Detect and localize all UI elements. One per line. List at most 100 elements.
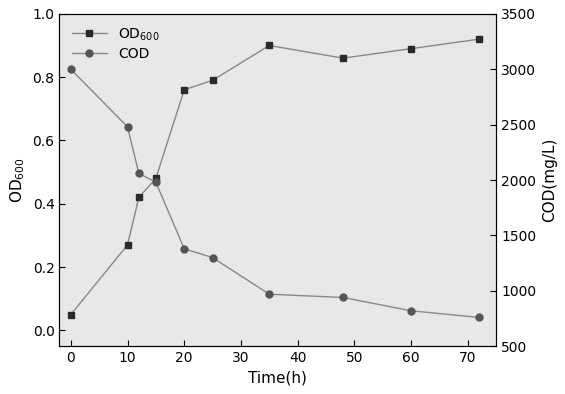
Point xyxy=(350,153,359,160)
Point xyxy=(109,42,118,48)
Point xyxy=(94,11,103,17)
Point xyxy=(265,106,274,112)
Point xyxy=(194,58,203,65)
Point xyxy=(180,90,189,96)
Point xyxy=(364,280,373,286)
Point xyxy=(307,280,316,286)
Point xyxy=(80,264,89,270)
Point xyxy=(208,121,217,128)
Point xyxy=(222,311,231,318)
Point xyxy=(350,185,359,191)
Point xyxy=(463,232,472,239)
Point xyxy=(123,169,132,175)
Point xyxy=(222,296,231,302)
Point xyxy=(435,121,444,128)
Point xyxy=(166,232,175,239)
Point xyxy=(407,90,416,96)
Point xyxy=(392,121,401,128)
Point xyxy=(407,343,416,349)
Point xyxy=(392,90,401,96)
Point xyxy=(307,153,316,160)
Point xyxy=(421,264,430,270)
Point xyxy=(392,185,401,191)
Point xyxy=(421,343,430,349)
Point xyxy=(222,232,231,239)
Point xyxy=(180,296,189,302)
Point xyxy=(236,74,245,80)
Point xyxy=(265,216,274,223)
Point xyxy=(265,153,274,160)
Point xyxy=(492,74,501,80)
Point xyxy=(166,74,175,80)
Point xyxy=(194,232,203,239)
Point xyxy=(336,232,345,239)
Point xyxy=(378,248,387,255)
COD xyxy=(408,309,415,313)
Point xyxy=(137,280,146,286)
Point xyxy=(364,74,373,80)
Point xyxy=(293,343,302,349)
Point xyxy=(80,296,89,302)
Point xyxy=(222,90,231,96)
Point xyxy=(66,90,75,96)
Point xyxy=(66,121,75,128)
Point xyxy=(279,264,288,270)
Point xyxy=(279,296,288,302)
Point xyxy=(251,58,260,65)
Point xyxy=(378,169,387,175)
Point xyxy=(378,216,387,223)
Point xyxy=(364,138,373,144)
Point xyxy=(407,232,416,239)
Point xyxy=(421,327,430,334)
Point xyxy=(350,11,359,17)
Point xyxy=(265,90,274,96)
Point xyxy=(194,248,203,255)
Point xyxy=(265,296,274,302)
Point xyxy=(307,26,316,33)
Point xyxy=(492,58,501,65)
Point xyxy=(336,296,345,302)
Point xyxy=(463,185,472,191)
Point xyxy=(222,106,231,112)
Point xyxy=(477,264,486,270)
Point xyxy=(94,232,103,239)
Point xyxy=(208,216,217,223)
Point xyxy=(80,42,89,48)
Point xyxy=(137,74,146,80)
Point xyxy=(463,216,472,223)
Point xyxy=(94,185,103,191)
Point xyxy=(208,264,217,270)
Point xyxy=(364,121,373,128)
Point xyxy=(293,216,302,223)
Point xyxy=(265,121,274,128)
Point xyxy=(151,153,160,160)
Point xyxy=(364,90,373,96)
Point xyxy=(364,296,373,302)
Point xyxy=(208,74,217,80)
Point xyxy=(265,74,274,80)
Point xyxy=(293,232,302,239)
Point xyxy=(477,74,486,80)
Point xyxy=(265,26,274,33)
Point xyxy=(94,216,103,223)
Point xyxy=(336,343,345,349)
Point xyxy=(492,264,501,270)
Point xyxy=(66,264,75,270)
Point xyxy=(378,106,387,112)
Point xyxy=(293,58,302,65)
Point xyxy=(492,11,501,17)
Point xyxy=(151,185,160,191)
Point xyxy=(435,42,444,48)
Point xyxy=(435,153,444,160)
Point xyxy=(265,343,274,349)
Point xyxy=(477,327,486,334)
Point xyxy=(350,90,359,96)
Point xyxy=(392,311,401,318)
Point xyxy=(435,11,444,17)
Point xyxy=(378,11,387,17)
Point xyxy=(350,264,359,270)
Point xyxy=(378,138,387,144)
Point xyxy=(66,11,75,17)
Point xyxy=(208,232,217,239)
Point xyxy=(449,343,458,349)
